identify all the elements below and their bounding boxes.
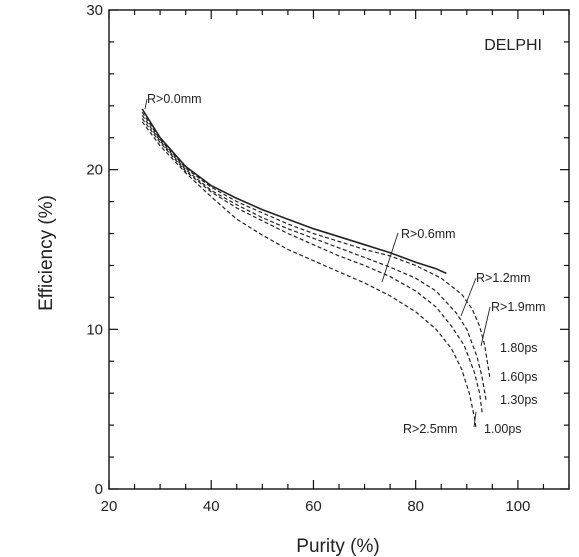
series-curves [141,108,491,429]
x-tick-label: 20 [101,498,118,515]
series-line-1 [141,108,447,275]
annotation-label: R>0.6mm [401,227,456,241]
series-line-2 [141,111,491,378]
y-tick-label: 10 [86,321,103,338]
annotation-label: 1.30ps [500,393,538,407]
annotation-label: 1.60ps [500,370,538,384]
experiment-label: DELPHI [484,37,542,54]
x-tick-label: 60 [305,498,322,515]
y-tick-label: 0 [95,481,103,498]
y-tick-label: 30 [86,2,103,19]
plot-frame [108,9,570,490]
series-line-3 [141,115,487,402]
series-line-5 [141,121,477,429]
annotation-label: 1.00ps [484,422,522,436]
series-line-4 [141,118,483,413]
axis-ticks [108,9,570,490]
annotation-label: R>0.0mm [147,92,202,106]
text-labels: 20 40 60 80 100 0 10 20 30 R>0.0mm R>0.6mm R>1.2mm R… [86,2,545,515]
annotation-leaders [144,98,491,428]
annotation-label: 1.80ps [500,341,538,355]
x-axis-title: Purity (%) [296,536,379,557]
annotation-label: R>1.2mm [476,271,531,285]
x-tick-label: 40 [203,498,220,515]
annotation-leader [473,411,477,428]
x-tick-label: 80 [407,498,424,515]
y-tick-label: 20 [86,162,103,179]
plot-border [108,9,570,490]
annotation-leader [460,277,477,317]
annotation-label: R>2.5mm [403,422,458,436]
y-axis-title: Efficiency (%) [36,195,57,311]
annotation-leader [381,232,399,283]
x-tick-label: 100 [505,498,530,515]
annotation-leader [480,306,491,347]
annotation-label: R>1.9mm [491,300,546,314]
annotation-leader [144,98,148,110]
